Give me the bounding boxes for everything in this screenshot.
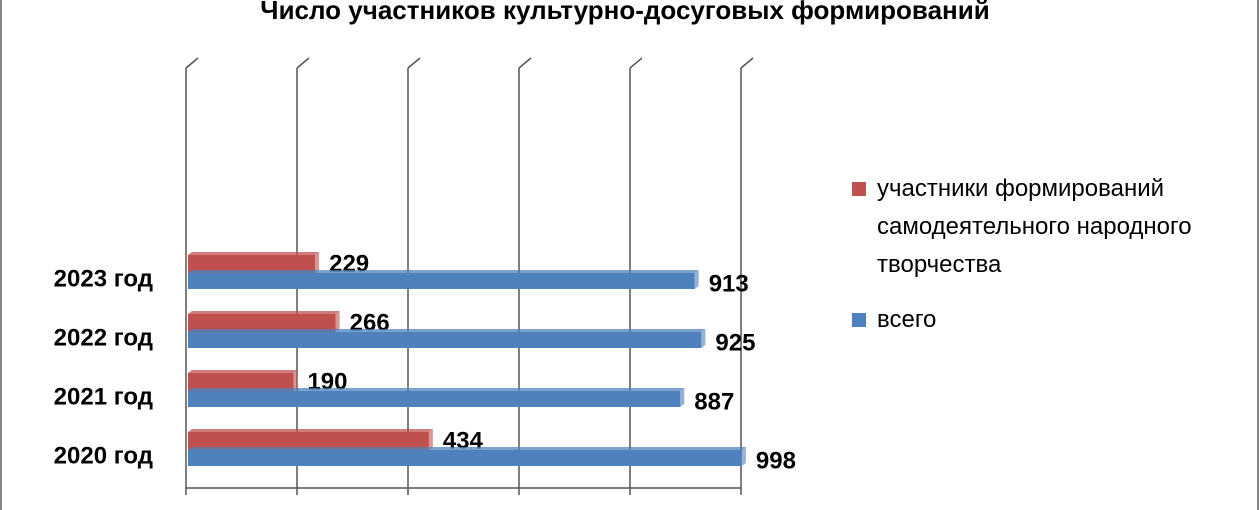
y-tick-label: 2021 год	[54, 383, 153, 410]
data-label: 925	[715, 329, 755, 356]
bar	[188, 273, 695, 289]
bar-top	[188, 388, 685, 391]
bar	[188, 432, 429, 450]
bar-top	[188, 429, 433, 432]
legend-swatch	[852, 182, 866, 196]
data-label: 913	[709, 270, 749, 297]
bar-side	[293, 370, 298, 391]
bar	[188, 332, 702, 348]
y-tick-label: 2020 год	[54, 442, 153, 469]
bar-side	[315, 252, 320, 273]
bar-side	[694, 270, 699, 289]
bar	[188, 450, 742, 466]
grid-depth	[740, 57, 754, 69]
bar	[188, 314, 336, 332]
bar-top	[188, 311, 340, 314]
grid-depth	[629, 57, 643, 69]
bar	[188, 391, 681, 407]
bar	[188, 373, 294, 391]
grid-depth	[185, 57, 199, 69]
bar	[188, 255, 316, 273]
legend-label: всего	[877, 306, 937, 333]
chart-title: Число участников культурно-досуговых фор…	[260, 0, 989, 25]
legend-label: участники формирований самодеятельного н…	[877, 175, 1192, 278]
grid-depth	[407, 57, 421, 69]
bar-side	[741, 447, 746, 466]
legend-entry: участники формирований самодеятельного н…	[852, 170, 1252, 284]
grid-depth	[296, 57, 310, 69]
legend-entry: всего	[852, 301, 1252, 339]
data-label: 998	[756, 447, 796, 474]
bar-top	[188, 447, 746, 450]
bar-side	[335, 311, 340, 332]
bar-top	[188, 329, 706, 332]
grid-depth	[518, 57, 532, 69]
data-label: 887	[694, 388, 734, 415]
legend-swatch	[852, 313, 866, 327]
bar-top	[188, 370, 298, 373]
bar-side	[701, 329, 706, 348]
bar-top	[188, 270, 699, 273]
y-tick-label: 2023 год	[54, 265, 153, 292]
bar-top	[188, 252, 320, 255]
y-tick-label: 2022 год	[54, 324, 153, 351]
bar-side	[428, 429, 433, 450]
bar-side	[680, 388, 685, 407]
